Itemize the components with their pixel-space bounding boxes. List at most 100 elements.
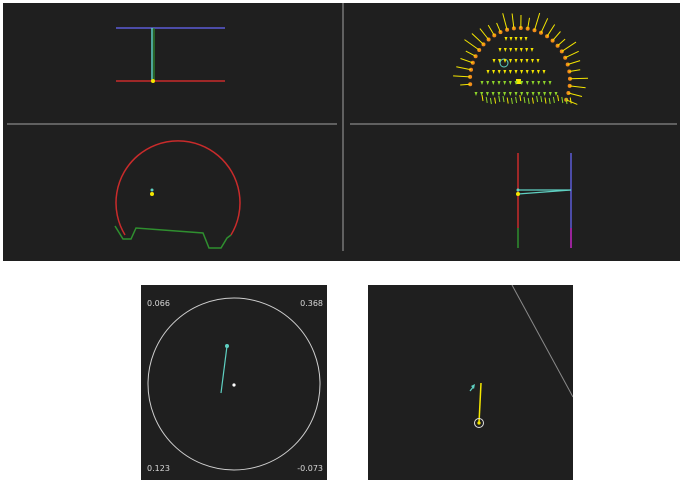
normal-spike — [527, 17, 530, 29]
vertex-arrow — [492, 70, 496, 74]
vertex-arrow — [486, 81, 490, 85]
vertex-arrow — [536, 59, 540, 63]
base-fringe-line — [565, 97, 568, 105]
normal-spike — [456, 66, 472, 71]
normal-spike — [557, 38, 566, 47]
normal-spike — [479, 28, 489, 40]
base-fringe-line — [557, 95, 560, 102]
base-fringe-line — [536, 95, 539, 103]
base-fringe-line — [485, 96, 488, 103]
base-fringe-line — [569, 97, 572, 104]
base-fringe-line — [561, 96, 564, 104]
vertex-arrow — [520, 81, 524, 85]
normal-spike — [569, 85, 586, 89]
normal-spike — [566, 99, 578, 105]
top-view-bottom-right[interactable] — [516, 153, 572, 248]
corner-value-top-left: 0.066 — [147, 299, 170, 308]
center-joint-marker — [151, 79, 155, 83]
red-arch-outline — [115, 140, 241, 236]
vertex-arrow — [514, 59, 518, 63]
vertex-arrow — [498, 59, 501, 63]
vertex-arrow — [537, 81, 541, 85]
vertex-arrow — [509, 48, 513, 52]
base-fringe-line — [548, 97, 551, 104]
front-view-top-left[interactable] — [116, 27, 225, 83]
base-fringe-line — [498, 95, 501, 103]
vertex-arrow — [525, 48, 529, 52]
vector-tip-dot — [225, 344, 229, 348]
normal-vectors-view-top-right[interactable] — [453, 12, 589, 105]
base-fringe-line — [502, 96, 505, 103]
normal-spike — [487, 24, 495, 36]
normal-spike — [471, 33, 484, 45]
vertex-arrow — [520, 59, 523, 63]
vertex-arrow — [525, 70, 529, 74]
vertex-arrow — [514, 70, 518, 74]
vertex-arrow — [509, 37, 513, 41]
vertex-arrow — [480, 81, 484, 85]
center-yellow-square — [516, 79, 521, 84]
vertex-arrow — [531, 92, 535, 96]
rim-point — [511, 26, 516, 31]
base-fringe-line — [531, 97, 534, 104]
vertex-arrow — [480, 92, 484, 96]
normal-spike — [460, 58, 473, 64]
center-yellow-dot — [150, 192, 154, 196]
joint-yellow-dot — [516, 192, 520, 196]
vertex-arrow — [519, 37, 523, 41]
joystick-canvas — [147, 297, 321, 471]
corner-value-bottom-left: 0.123 — [147, 464, 170, 473]
side-view-bottom-left[interactable] — [114, 140, 241, 249]
teal-arrow-icon — [469, 384, 475, 392]
vertex-arrow — [485, 92, 489, 96]
normal-spike — [568, 92, 583, 97]
base-fringe-line — [481, 94, 484, 102]
vertex-arrow — [542, 70, 546, 74]
base-fringe-line — [540, 96, 543, 103]
base-fringe-line — [523, 96, 526, 104]
vertex-arrow — [514, 48, 518, 52]
normal-spike — [564, 50, 579, 59]
base-fringe-line — [510, 97, 513, 104]
normal-spike — [569, 77, 589, 80]
normal-spike — [534, 12, 541, 31]
vertex-arrow — [525, 59, 529, 63]
joystick-panel[interactable]: 0.066 0.368 0.123 -0.073 — [141, 285, 327, 480]
vertex-arrow — [491, 92, 495, 96]
vertex-arrow — [497, 92, 501, 96]
vertex-arrow — [548, 92, 552, 96]
yellow-pointer-line — [478, 382, 482, 424]
vertex-arrow — [497, 70, 501, 74]
vertex-arrow — [520, 92, 524, 96]
vertex-arrow — [531, 81, 535, 85]
vertex-arrow — [503, 70, 507, 74]
base-fringe-line — [544, 97, 547, 104]
normal-spike — [453, 75, 471, 78]
center-teal-dot — [150, 188, 154, 192]
vertex-arrow — [508, 70, 512, 74]
normal-spike — [511, 13, 515, 29]
vertex-arrow — [508, 81, 512, 85]
normal-spike — [546, 24, 556, 37]
normal-spike — [464, 39, 480, 51]
vertex-arrow — [548, 81, 552, 85]
vertex-arrow — [525, 92, 529, 96]
pointer-center-dot — [477, 421, 481, 425]
vertex-arrow — [524, 37, 528, 41]
normal-spike — [540, 18, 549, 34]
base-fringe-line — [527, 97, 530, 105]
vertex-arrow — [486, 70, 490, 74]
base-fringe-line — [489, 97, 492, 105]
vertex-arrow — [491, 81, 495, 85]
pointer-panel[interactable] — [368, 285, 573, 480]
normal-spike — [561, 41, 577, 52]
vertex-arrow — [530, 48, 534, 52]
vertex-arrow — [531, 59, 534, 63]
rim-point — [470, 60, 475, 65]
normal-spike — [465, 50, 476, 57]
vertex-arrow — [542, 81, 546, 85]
vertex-arrow — [520, 70, 524, 74]
vertex-arrow — [503, 92, 507, 96]
vertex-arrow — [474, 92, 478, 96]
